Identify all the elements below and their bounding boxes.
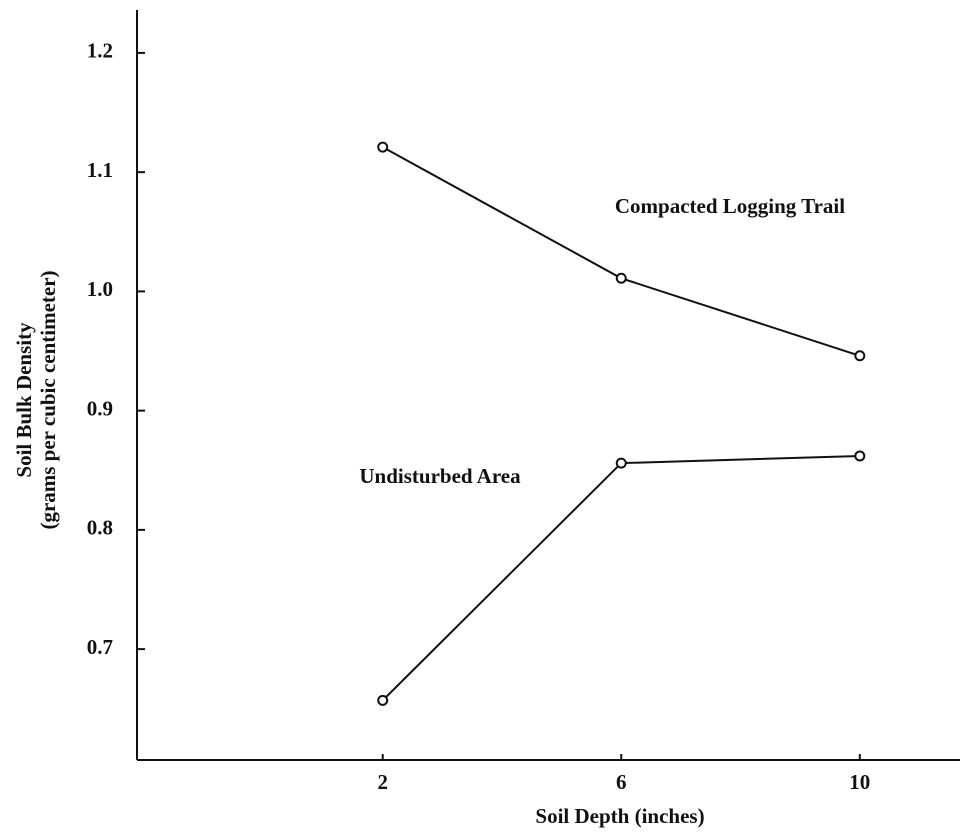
y-tick-label: 0.9 xyxy=(87,396,113,420)
point xyxy=(615,457,627,469)
point xyxy=(377,694,389,706)
series-label: Undisturbed Area xyxy=(359,464,521,488)
y-tick-label: 1.1 xyxy=(87,158,113,182)
y-tick-label: 0.8 xyxy=(87,516,113,540)
x-tick-label: 2 xyxy=(377,770,388,794)
y-axis-label: (grams per cubic centimeter) xyxy=(36,270,60,529)
point xyxy=(854,450,866,462)
x-tick-label: 6 xyxy=(616,770,627,794)
y-axis-label: Soil Bulk Density xyxy=(12,322,36,478)
series-line xyxy=(382,454,860,702)
x-tick-label: 10 xyxy=(849,770,870,794)
y-tick-label: 1.2 xyxy=(87,39,113,63)
x-axis-label: Soil Depth (inches) xyxy=(535,804,704,828)
y-tick-label: 0.7 xyxy=(87,635,113,659)
series-line xyxy=(382,146,861,357)
series-label: Compacted Logging Trail xyxy=(615,194,845,218)
point xyxy=(854,350,866,362)
point xyxy=(377,141,389,153)
y-tick-label: 1.0 xyxy=(87,277,113,301)
point xyxy=(615,272,627,284)
